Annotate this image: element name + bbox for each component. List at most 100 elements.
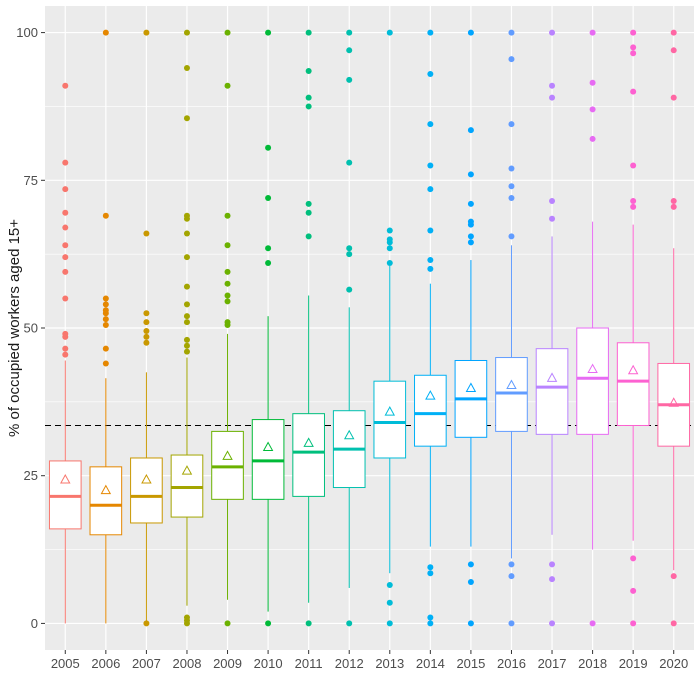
outlier-point — [508, 573, 515, 580]
outlier-point — [386, 227, 393, 234]
mean-marker — [465, 382, 477, 392]
outlier-point — [224, 319, 231, 326]
outlier-point — [183, 115, 190, 122]
y-tick-label: 25 — [24, 468, 38, 483]
outlier-point — [143, 29, 150, 36]
outlier-point — [62, 209, 69, 216]
outlier-point — [102, 316, 109, 323]
outlier-point — [589, 29, 596, 36]
outlier-point — [427, 70, 434, 77]
outlier-point — [508, 183, 515, 190]
outlier-point — [467, 127, 474, 134]
outlier-point — [102, 301, 109, 308]
outlier-point — [549, 561, 556, 568]
outlier-point — [630, 50, 637, 57]
outlier-point — [265, 260, 272, 267]
outlier-point — [224, 29, 231, 36]
outlier-point — [224, 82, 231, 89]
x-tick-label: 2014 — [416, 656, 445, 671]
x-tick-label: 2013 — [375, 656, 404, 671]
outlier-point — [305, 209, 312, 216]
outlier-point — [670, 94, 677, 101]
outlier-point — [143, 327, 150, 334]
outlier-point — [346, 29, 353, 36]
outlier-point — [549, 29, 556, 36]
outlier-point — [183, 348, 190, 355]
outlier-point — [183, 319, 190, 326]
outlier-point — [427, 162, 434, 169]
x-tick-label: 2017 — [538, 656, 567, 671]
outlier-point — [508, 121, 515, 128]
outlier-point — [183, 301, 190, 308]
x-tick-label: 2008 — [173, 656, 202, 671]
x-tick-label: 2016 — [497, 656, 526, 671]
outlier-point — [265, 195, 272, 202]
outlier-point — [143, 620, 150, 627]
x-tick-label: 2009 — [213, 656, 242, 671]
y-axis-title: % of occupied workers aged 15+ — [6, 219, 23, 437]
outlier-point — [630, 203, 637, 210]
outlier-point — [265, 144, 272, 151]
outlier-point — [62, 224, 69, 231]
outlier-point — [386, 599, 393, 606]
outlier-point — [467, 239, 474, 246]
outlier-point — [224, 268, 231, 275]
box-2017 — [535, 29, 569, 627]
outlier-point — [589, 620, 596, 627]
mean-marker — [262, 441, 274, 452]
box-2018 — [576, 29, 609, 627]
outlier-point — [386, 260, 393, 267]
box-2016 — [495, 29, 528, 627]
box-2014 — [414, 29, 447, 627]
outlier-point — [508, 195, 515, 202]
outlier-point — [670, 197, 677, 204]
outlier-point — [102, 322, 109, 329]
outlier-point — [670, 620, 677, 627]
outlier-point — [630, 29, 637, 36]
mean-marker — [303, 437, 314, 447]
outlier-point — [183, 283, 190, 290]
outlier-point — [183, 313, 190, 320]
outlier-point — [386, 582, 393, 589]
outlier-point — [183, 230, 190, 237]
box-iqr — [89, 466, 123, 536]
outlier-point — [467, 29, 474, 36]
box-iqr — [535, 348, 569, 435]
outlier-point — [346, 620, 353, 627]
outlier-point — [102, 345, 109, 352]
outlier-point — [670, 29, 677, 36]
outlier-point — [630, 44, 637, 51]
outlier-point — [346, 245, 353, 252]
outlier-point — [183, 342, 190, 349]
outlier-point — [386, 29, 393, 36]
box-2005 — [48, 82, 82, 624]
outlier-point — [62, 351, 69, 358]
outlier-point — [143, 319, 150, 326]
box-2015 — [454, 29, 488, 627]
outlier-point — [427, 564, 434, 571]
outlier-point — [305, 67, 312, 74]
box-2006 — [89, 29, 123, 624]
outlier-point — [589, 135, 596, 142]
outlier-point — [427, 257, 434, 264]
x-tick-label: 2011 — [295, 656, 323, 671]
outlier-point — [346, 47, 353, 54]
outlier-point — [224, 242, 231, 249]
outlier-point — [549, 620, 556, 627]
box-2013 — [373, 29, 407, 627]
outlier-point — [305, 233, 312, 240]
outlier-point — [305, 103, 312, 110]
mean-marker — [141, 474, 152, 484]
outlier-point — [143, 230, 150, 237]
outlier-point — [183, 254, 190, 261]
outlier-point — [589, 106, 596, 113]
y-tick-label: 50 — [24, 321, 38, 336]
outlier-point — [467, 233, 474, 240]
outlier-point — [427, 29, 434, 36]
outlier-point — [346, 286, 353, 293]
outlier-point — [386, 236, 393, 243]
outlier-point — [467, 171, 474, 178]
outlier-point — [549, 197, 556, 204]
outlier-point — [549, 576, 556, 583]
